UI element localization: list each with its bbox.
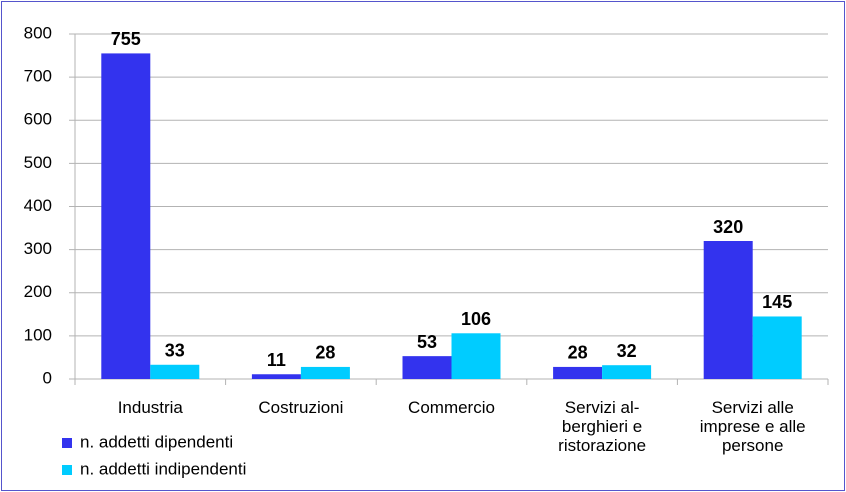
value-label: 32 — [617, 341, 637, 361]
x-tick-label: Servizi alle imprese e alle persone — [700, 398, 806, 455]
value-label: 28 — [315, 343, 335, 363]
value-label: 11 — [267, 350, 286, 370]
y-tick-label: 800 — [24, 23, 52, 42]
bar — [150, 364, 200, 379]
legend-label: n. addetti indipendenti — [80, 459, 246, 478]
legend-label: n. addetti dipendenti — [80, 432, 233, 451]
y-tick-label: 0 — [43, 368, 52, 387]
value-label: 145 — [762, 292, 792, 312]
y-tick-label: 500 — [24, 153, 52, 172]
x-tick-label: Costruzioni — [258, 398, 343, 417]
x-tick-label: Commercio — [408, 398, 495, 417]
value-label: 755 — [111, 29, 141, 49]
y-tick-label: 200 — [24, 282, 52, 301]
y-tick-label: 600 — [24, 110, 52, 129]
bar — [451, 333, 501, 379]
y-tick-label: 400 — [24, 196, 52, 215]
value-label: 53 — [417, 332, 437, 352]
value-label: 28 — [568, 343, 588, 363]
y-tick-label: 700 — [24, 67, 52, 86]
legend-swatch — [62, 438, 72, 448]
bar — [752, 316, 802, 379]
legend-swatch — [62, 465, 72, 475]
y-tick-label: 300 — [24, 239, 52, 258]
x-tick-label: Servizi al-berghieri e ristorazione — [558, 398, 646, 455]
bar — [300, 366, 350, 379]
value-label: 106 — [461, 309, 491, 329]
bar — [402, 356, 452, 379]
value-label: 33 — [165, 341, 185, 361]
bar — [251, 374, 301, 379]
bar — [101, 53, 151, 379]
bar — [553, 366, 603, 379]
x-tick-label: Industria — [118, 398, 184, 417]
y-tick-label: 100 — [24, 325, 52, 344]
bar — [602, 365, 652, 379]
value-label: 320 — [713, 217, 743, 237]
bar — [703, 241, 753, 379]
